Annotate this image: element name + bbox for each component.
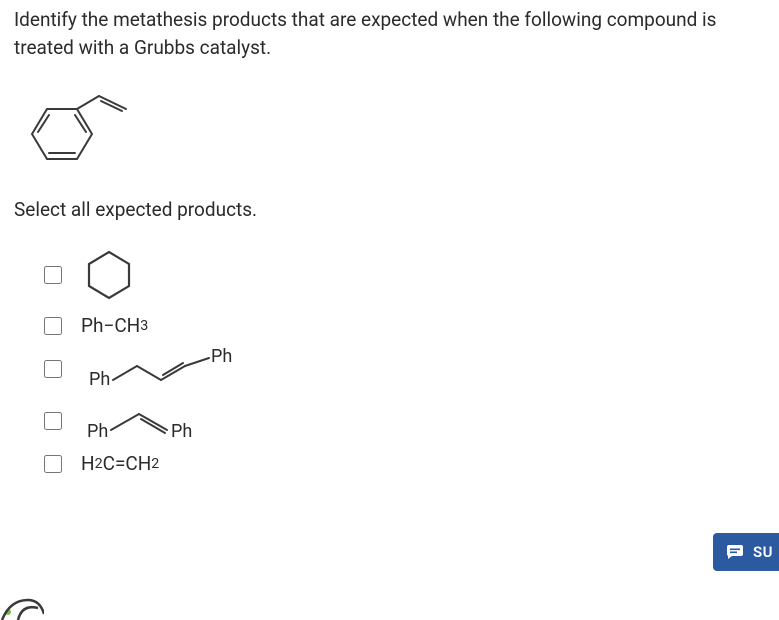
support-chat-button[interactable]: SU <box>713 533 779 571</box>
option-2: Ph−CH3 <box>40 314 779 338</box>
svg-text:Ph: Ph <box>87 421 108 442</box>
option-5-checkbox[interactable] <box>44 455 62 473</box>
options-list: Ph−CH3 Ph Ph <box>40 246 779 476</box>
svg-text:Ph: Ph <box>211 348 232 367</box>
option-2-label: Ph−CH3 <box>81 314 148 337</box>
svg-text:Ph: Ph <box>171 421 192 442</box>
option-2-checkbox[interactable] <box>44 317 62 335</box>
option-5: H2C=CH2 <box>40 452 779 476</box>
option-5-label: H2C=CH2 <box>81 452 159 475</box>
option-4-structure: Ph Ph <box>81 400 221 442</box>
mascot-icon <box>0 590 44 620</box>
option-1-structure <box>81 246 137 304</box>
option-4-checkbox[interactable] <box>44 412 62 430</box>
svg-text:Ph: Ph <box>89 369 110 390</box>
chat-icon <box>725 543 745 561</box>
option-4: Ph Ph <box>40 400 779 442</box>
option-3: Ph Ph <box>40 348 779 390</box>
option-1-checkbox[interactable] <box>44 266 62 284</box>
instruction-text: Select all expected products. <box>0 197 779 224</box>
option-1 <box>40 246 779 304</box>
support-chat-label: SU <box>753 543 773 561</box>
option-3-checkbox[interactable] <box>44 360 62 378</box>
reactant-structure <box>14 89 779 179</box>
option-3-structure: Ph Ph <box>81 348 241 390</box>
question-text: Identify the metathesis products that ar… <box>0 0 779 61</box>
